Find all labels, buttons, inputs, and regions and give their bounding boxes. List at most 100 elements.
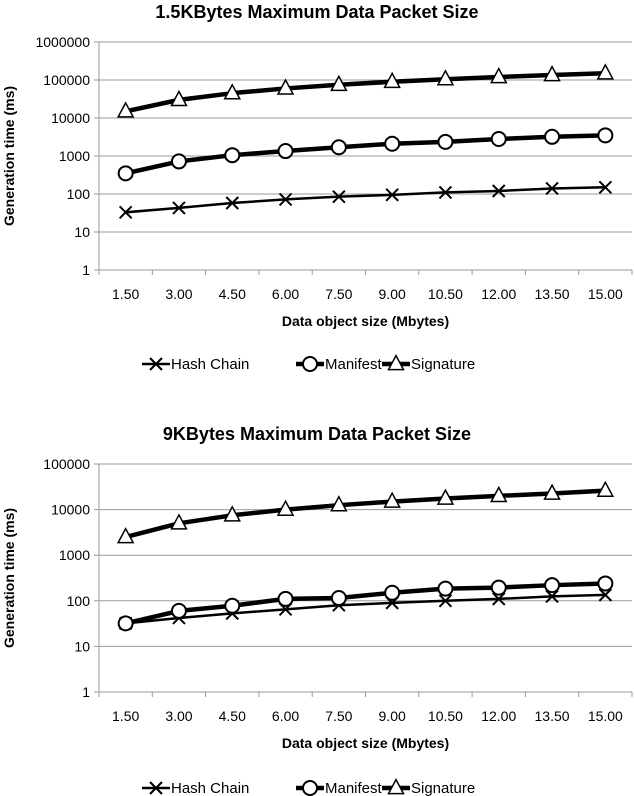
series-line [125, 581, 606, 626]
data-point [596, 63, 615, 80]
data-point [118, 205, 133, 220]
legend: Hash Chain Manifest Signature [142, 354, 475, 373]
legend: Hash Chain Manifest Signature [142, 778, 475, 796]
legend-item-signature: Signature [382, 354, 475, 373]
data-point [330, 74, 348, 92]
data-point [278, 192, 293, 207]
x-tick-label: 10.50 [428, 708, 463, 724]
y-axis-title: Generation time (ms) [1, 86, 17, 226]
data-point [383, 71, 401, 89]
data-point [544, 128, 561, 145]
data-point [437, 580, 454, 597]
x-axis-title: Data object size (Mbytes) [282, 313, 449, 329]
data-point [543, 483, 561, 500]
data-point [225, 196, 239, 210]
series-line [125, 593, 606, 625]
data-point [492, 592, 506, 606]
x-tick-label: 9.00 [379, 286, 406, 302]
y-tick-label: 1000000 [35, 34, 90, 50]
data-point [596, 480, 615, 498]
series-signature [116, 63, 615, 118]
legend-marker [149, 357, 163, 371]
data-point [544, 577, 561, 594]
x-tick-label: 4.50 [219, 708, 246, 724]
x-tick-label: 9.00 [379, 708, 406, 724]
x-tick-label: 7.50 [325, 708, 352, 724]
chart-title: 1.5KBytes Maximum Data Packet Size [155, 2, 478, 22]
y-tick-label: 100000 [43, 72, 90, 88]
data-point [545, 589, 559, 604]
data-point [276, 499, 295, 516]
series-manifest [117, 127, 614, 182]
data-point [170, 153, 187, 170]
data-point [170, 89, 188, 107]
data-point [117, 615, 134, 632]
data-point [545, 181, 559, 196]
data-point [332, 189, 346, 204]
data-point [598, 588, 613, 602]
data-point [436, 488, 455, 505]
data-point [597, 127, 614, 144]
x-tick-label: 1.50 [112, 708, 139, 724]
x-tick-label: 13.50 [535, 286, 570, 302]
data-point [383, 491, 401, 508]
legend-marker [302, 356, 318, 372]
data-point [384, 584, 401, 601]
legend-label: Signature [411, 356, 475, 373]
chart-1.5kbytes: 1.5KBytes Maximum Data Packet Size 1 10 100… [1, 2, 633, 373]
data-point [116, 101, 135, 118]
legend-label: Signature [411, 780, 475, 796]
x-tick-label: 10.50 [428, 286, 463, 302]
x-tick-label: 4.50 [219, 286, 246, 302]
x-tick-label: 7.50 [325, 286, 352, 302]
legend-marker [149, 781, 163, 795]
data-point [597, 575, 614, 592]
legend-item-manifest: Manifest [296, 356, 383, 373]
data-point [385, 188, 399, 202]
y-tick-label: 100 [67, 593, 91, 609]
data-point [438, 594, 453, 608]
x-tick-label: 3.00 [165, 708, 192, 724]
x-tick-label: 1.50 [112, 286, 139, 302]
x-tick-label: 6.00 [272, 286, 299, 302]
data-point [489, 67, 508, 84]
series-hash-chain [118, 180, 613, 220]
data-point [490, 579, 507, 596]
y-tick-label: 1 [82, 684, 90, 700]
data-point [170, 602, 187, 619]
series-signature [116, 480, 615, 544]
legend-marker [302, 780, 318, 796]
data-point [490, 131, 507, 148]
series-line [125, 186, 606, 214]
series-line [125, 133, 606, 176]
series-manifest [117, 575, 614, 632]
series-line [125, 488, 606, 540]
y-axis-title: Generation time (ms) [1, 508, 17, 648]
legend-item-hash-chain: Hash Chain [142, 780, 249, 796]
data-point [276, 78, 295, 95]
data-point [489, 485, 508, 503]
y-tick-label: 10000 [51, 502, 90, 518]
y-tick-label: 100000 [43, 456, 90, 472]
data-point [223, 83, 242, 100]
x-tick-label: 3.00 [165, 286, 192, 302]
y-tick-label: 10000 [51, 110, 90, 126]
chart-9kbytes: 9KBytes Maximum Data Packet Size 1 10 100 10… [0, 398, 634, 796]
data-point [277, 143, 294, 160]
data-point [172, 201, 186, 215]
legend-marker [387, 354, 405, 371]
legend-label: Hash Chain [171, 356, 249, 373]
x-axis-title: Data object size (Mbytes) [282, 735, 449, 751]
y-tick-label: 10 [74, 638, 90, 654]
data-point [170, 513, 188, 530]
legend-label: Manifest [325, 356, 383, 373]
data-point [384, 135, 401, 152]
data-point [436, 69, 455, 86]
data-point [330, 495, 348, 512]
y-tick-label: 100 [67, 186, 91, 202]
y-tick-label: 1000 [59, 148, 90, 164]
y-tick-label: 10 [74, 224, 90, 240]
chart-title: 9KBytes Maximum Data Packet Size [163, 424, 471, 444]
x-tick-label: 6.00 [272, 708, 299, 724]
x-tick-label: 15.00 [588, 286, 623, 302]
